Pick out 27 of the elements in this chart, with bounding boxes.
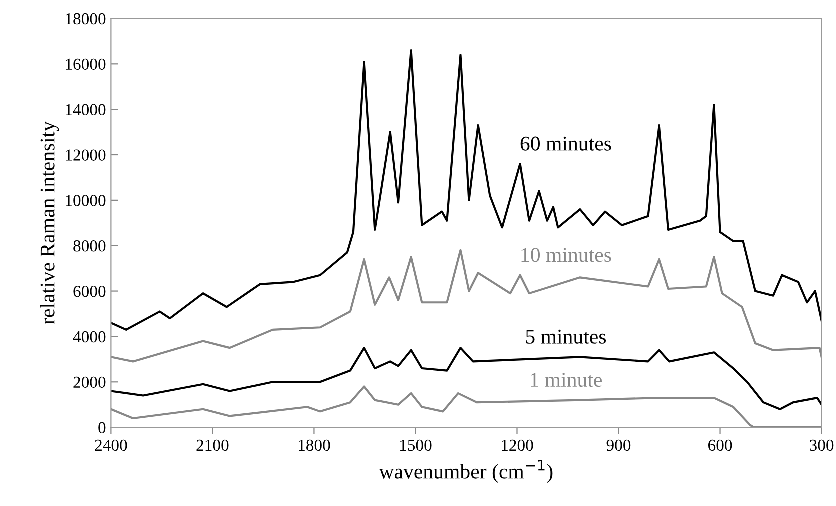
- y-tick-label: 18000: [66, 13, 106, 25]
- y-tick-label: 16000: [66, 58, 106, 70]
- x-tick-label: 900: [606, 440, 631, 452]
- series-label: 60 minutes: [520, 136, 612, 151]
- x-tick-label: 1200: [502, 440, 534, 452]
- x-tick-label: 300: [810, 440, 834, 452]
- x-tick-label: 1800: [299, 440, 330, 452]
- line-series: [111, 49, 822, 331]
- y-tick-label: 2000: [74, 376, 106, 388]
- y-tick-label: 6000: [74, 286, 106, 298]
- y-axis-title: relative Raman intensity: [40, 121, 60, 325]
- y-tick-label: 12000: [66, 150, 106, 161]
- y-tick-label: 4000: [73, 331, 106, 343]
- x-axis-title: wavenumber (cm$^{−1}$): [379, 460, 553, 484]
- line-series: [111, 347, 822, 410]
- series-label: 5 minutes: [526, 330, 606, 344]
- x-tick-label: 2100: [196, 440, 229, 452]
- series-label: 10 minutes: [522, 248, 612, 262]
- x-tick-label: 2400: [95, 440, 128, 452]
- y-tick-label: 14000: [66, 104, 106, 116]
- line-series: [111, 249, 822, 363]
- y-tick-label: 10000: [66, 195, 106, 206]
- y-tick-label: 0: [98, 422, 106, 434]
- x-tick-label: 1500: [400, 440, 432, 452]
- x-tick-label: 600: [708, 440, 732, 452]
- y-tick-label: 8000: [74, 240, 106, 252]
- series-label: 1 minute: [531, 373, 602, 388]
